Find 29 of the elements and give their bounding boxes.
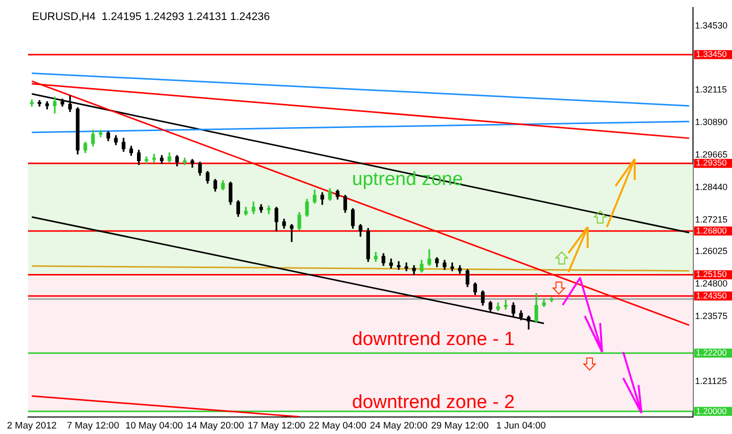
y-tick-label: 1.24800	[695, 278, 728, 289]
x-tick-label: 14 May 20:00	[186, 420, 244, 432]
ref-line-label: 1.22200	[696, 347, 727, 358]
annotation: downtrend zone - 1	[352, 329, 515, 350]
ref-line-label: 1.29350	[696, 158, 727, 168]
y-tick-label: 1.21125	[695, 376, 727, 386]
x-tick-label: 24 May 20:00	[370, 420, 428, 432]
ref-line-label: 1.33450	[696, 48, 727, 59]
x-tick-label: 29 May 12:00	[431, 420, 489, 432]
y-tick-label: 1.29665	[695, 150, 728, 160]
x-tick-label: 17 May 12:00	[248, 420, 306, 432]
ref-line-label: 1.25150	[696, 269, 727, 280]
x-tick-label: 1 Jun 04:00	[496, 420, 546, 432]
annotation: downtrend zone - 2	[352, 392, 515, 413]
y-tick-label: 1.23575	[695, 311, 728, 322]
y-tick-label: 1.32115	[695, 84, 727, 95]
x-tick-label: 2 May 2012	[6, 420, 57, 432]
y-tick-label: 1.26025	[695, 246, 728, 256]
y-tick-label: 1.30890	[695, 117, 728, 128]
x-tick-label: 10 May 04:00	[125, 420, 183, 432]
ref-line-label: 1.24350	[696, 290, 727, 300]
x-tick-label: 22 May 04:00	[308, 420, 366, 432]
ref-line-label: 1.20000	[696, 406, 727, 416]
ref-line-label: 1.26800	[696, 225, 727, 236]
y-tick-label: 1.28440	[695, 182, 728, 192]
y-tick-label: 1.27215	[695, 214, 728, 225]
y-tick-label: 1.34530	[695, 20, 728, 30]
x-tick-label: 7 May 12:00	[66, 420, 120, 432]
chart-title: EURUSD,H4 1.24195 1.24293 1.24131 1.24236	[32, 10, 270, 23]
